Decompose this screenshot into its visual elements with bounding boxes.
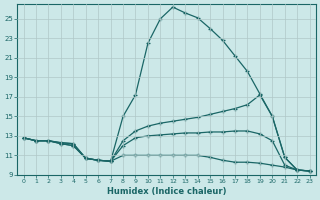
X-axis label: Humidex (Indice chaleur): Humidex (Indice chaleur) [107, 187, 226, 196]
